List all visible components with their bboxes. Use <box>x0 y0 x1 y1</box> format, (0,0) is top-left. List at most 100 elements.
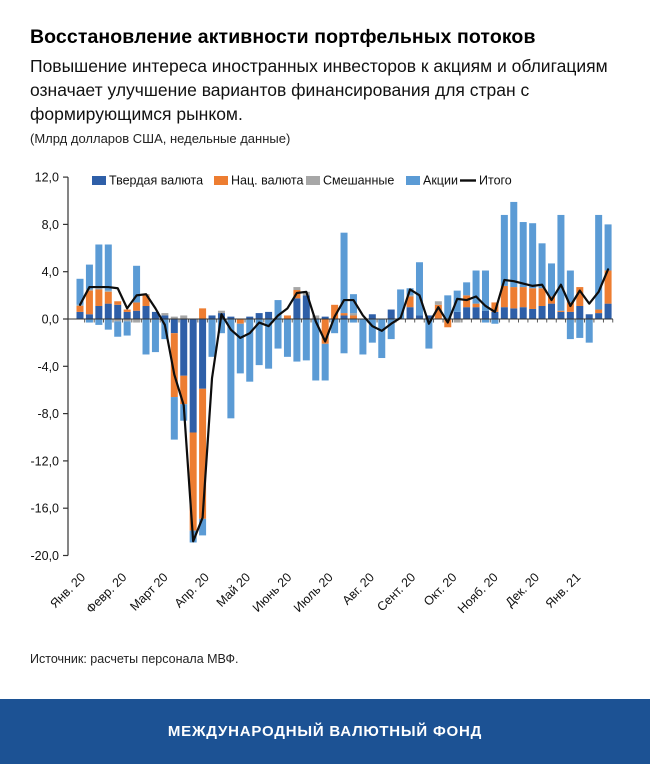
bar-segment <box>85 289 93 291</box>
bar-segment <box>491 311 499 319</box>
portfolio-flows-chart: 12,0 8,0 4,0 0,0 -4,0 -8,0 -12,0 -16,0 -20,0 Янв.… <box>31 171 614 616</box>
bar-segment <box>387 319 395 340</box>
bar-segment <box>453 319 461 323</box>
bar-segment <box>255 313 263 319</box>
bar-segment <box>321 316 329 319</box>
bar-segment <box>208 315 216 319</box>
bar-segment <box>312 319 320 381</box>
bar-segment <box>189 432 197 531</box>
bar-segment <box>340 313 348 316</box>
legend-label-2: Смешанные <box>323 174 394 188</box>
bar-segment <box>104 303 112 319</box>
bar-segment <box>95 305 103 319</box>
legend-swatch-0 <box>92 176 106 185</box>
bar-segment <box>378 319 386 359</box>
bar-segment <box>170 397 178 440</box>
bar-segment <box>85 314 93 319</box>
y-axis-label: -20,0 <box>31 549 60 563</box>
bar-segment <box>85 290 93 315</box>
y-axis-label: 4,0 <box>42 265 59 279</box>
bar-segment <box>255 319 263 366</box>
bar-segment <box>349 313 357 316</box>
bar-segment <box>114 301 122 305</box>
bar-segment <box>472 307 480 319</box>
legend-label-1: Нац. валюта <box>231 174 304 188</box>
bar-segment <box>566 302 574 312</box>
bar-segment <box>510 308 518 319</box>
bar-segment <box>529 288 537 309</box>
bar-segment <box>293 287 301 291</box>
bar-segment <box>481 319 489 323</box>
bar-segment <box>444 295 452 319</box>
bar-segment <box>161 315 169 319</box>
bar-segment <box>114 321 122 337</box>
bar-segment <box>142 305 150 319</box>
bar-segment <box>595 313 603 319</box>
bar-segment <box>472 303 480 308</box>
chart-subtitle: Повышение интереса иностранных инвесторо… <box>30 56 608 124</box>
x-axis-month-label: Дек. 20 <box>503 570 542 609</box>
bar-segment <box>133 319 141 323</box>
footer-bar: МЕЖДУНАРОДНЫЙ ВАЛЮТНЫЙ ФОНД <box>0 699 650 764</box>
bar-segment <box>538 243 546 289</box>
bar-segment <box>500 307 508 319</box>
bar-segment <box>161 313 169 316</box>
bar-segment <box>217 310 225 314</box>
x-axis-month-label: Янв. 20 <box>48 570 89 611</box>
bar-segment <box>415 315 423 319</box>
bar-segment <box>180 319 188 376</box>
page-title: Восстановление активности портфельных по… <box>30 26 536 48</box>
bar-segment <box>349 294 357 314</box>
legend-label-3: Акции <box>423 174 458 188</box>
bar-segment <box>170 316 178 319</box>
bar-segment <box>76 311 84 319</box>
bar-segment <box>557 214 565 311</box>
bar-segment <box>123 321 131 336</box>
source-note: Источник: расчеты персонала МВФ. <box>30 652 239 666</box>
bar-segment <box>208 319 216 357</box>
bar-segment <box>189 319 197 433</box>
y-axis-label: 0,0 <box>42 313 59 327</box>
bar-segment <box>500 285 508 308</box>
bar-segment <box>406 296 414 308</box>
bar-segment <box>321 319 329 344</box>
x-axis-month-label: Авг. 20 <box>340 570 377 607</box>
bar-segment <box>604 270 612 304</box>
bar-segment <box>236 323 244 374</box>
bar-segment <box>199 308 207 319</box>
bar-segment <box>312 315 320 319</box>
bar-segment <box>529 223 537 289</box>
legend-swatch-2 <box>306 176 320 185</box>
bar-segment <box>236 319 244 324</box>
bar-segment <box>170 333 178 398</box>
bar-segment <box>387 309 395 319</box>
bar-segment <box>133 302 141 311</box>
y-axis-label: -4,0 <box>37 360 59 374</box>
bar-segment <box>331 304 339 319</box>
bar-segment <box>85 264 93 290</box>
bar-segment <box>368 319 376 343</box>
bar-segment <box>217 319 225 334</box>
bar-segment <box>548 303 555 319</box>
bar-segment <box>274 319 282 349</box>
bar-segment <box>227 319 235 419</box>
bar-segment <box>406 295 414 297</box>
bar-segment <box>529 308 537 319</box>
bar-segment <box>104 291 112 304</box>
bar-segment <box>293 319 301 362</box>
bar-segment <box>114 304 122 319</box>
y-axis-label: 12,0 <box>35 171 59 185</box>
bar-segment <box>340 232 348 314</box>
bar-segment <box>170 319 178 334</box>
y-axis-label: 8,0 <box>42 218 59 232</box>
bar-segment <box>425 315 433 319</box>
x-axis-month-label: Май 20 <box>214 570 254 610</box>
bar-segment <box>566 319 574 340</box>
bar-segment <box>302 319 310 361</box>
x-axis-month-label: Июль 20 <box>291 570 336 615</box>
bar-segment <box>519 222 527 288</box>
bar-segment <box>104 290 112 292</box>
bar-segment <box>415 262 423 316</box>
bar-segment <box>538 288 546 306</box>
bar-segment <box>180 375 188 405</box>
